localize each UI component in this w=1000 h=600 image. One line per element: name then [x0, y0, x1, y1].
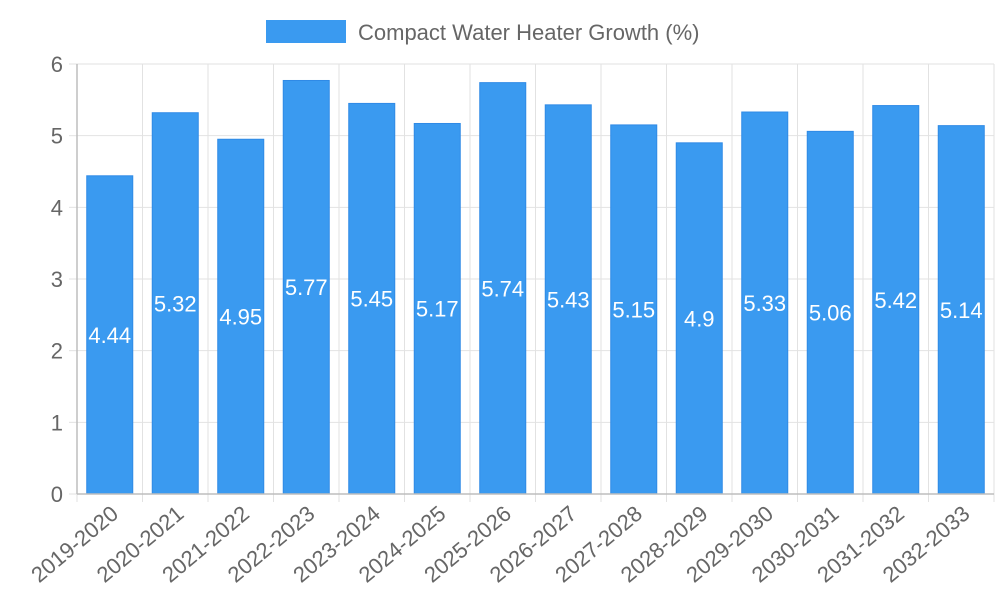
data-label: 4.44: [88, 323, 131, 348]
bars: [86, 79, 985, 495]
data-label: 5.32: [154, 291, 197, 316]
y-tick-label: 5: [51, 124, 63, 149]
data-label: 5.43: [547, 287, 590, 312]
y-tick-label: 1: [51, 410, 63, 435]
data-label: 5.14: [940, 298, 983, 323]
data-label: 4.95: [219, 305, 262, 330]
legend[interactable]: Compact Water Heater Growth (%): [266, 20, 700, 45]
legend-swatch[interactable]: [266, 20, 346, 43]
data-label: 5.33: [743, 291, 786, 316]
data-label: 5.17: [416, 297, 459, 322]
bar-2020-2021[interactable]: [151, 112, 199, 495]
bar-2030-2031[interactable]: [806, 130, 854, 495]
data-label: 5.45: [350, 287, 393, 312]
data-label: 4.9: [684, 306, 715, 331]
bar-2026-2027[interactable]: [544, 104, 592, 495]
data-label: 5.77: [285, 275, 328, 300]
bar-2032-2033[interactable]: [937, 125, 985, 495]
data-label: 5.42: [874, 288, 917, 313]
data-label: 5.74: [481, 276, 524, 301]
data-label: 5.06: [809, 301, 852, 326]
bar-2019-2020[interactable]: [86, 175, 134, 495]
data-labels: 4.44 5.32 4.95 5.77 5.45 5.17 5.74 5.43 5.15 4.9 5…: [88, 275, 982, 348]
bar-2031-2032[interactable]: [872, 105, 920, 495]
bar-2027-2028[interactable]: [610, 124, 658, 495]
bar-2025-2026[interactable]: [479, 82, 527, 495]
gridlines: [76, 63, 995, 502]
y-tick-label: 4: [51, 195, 63, 220]
y-tick-label: 3: [51, 267, 63, 292]
y-tick-label: 0: [51, 482, 63, 507]
y-tick-label: 6: [51, 52, 63, 77]
y-tick-label: 2: [51, 339, 63, 364]
bar-2021-2022[interactable]: [217, 138, 265, 495]
legend-label[interactable]: Compact Water Heater Growth (%): [358, 20, 700, 45]
data-label: 5.15: [612, 297, 655, 322]
bar-2029-2030[interactable]: [741, 111, 789, 495]
bar-2022-2023[interactable]: [282, 79, 330, 495]
bar-2023-2024[interactable]: [348, 102, 396, 495]
